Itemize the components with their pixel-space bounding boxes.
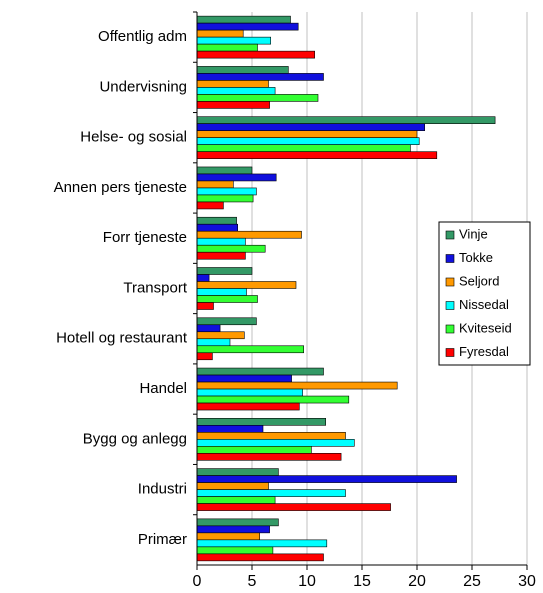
bar <box>196 374 292 383</box>
bar <box>196 446 312 454</box>
bar <box>196 539 328 548</box>
bar <box>196 101 270 109</box>
x-tick-label: 10 <box>298 573 316 590</box>
bar <box>196 237 246 246</box>
bar <box>196 532 261 541</box>
category-label: Offentlig adm <box>98 28 187 45</box>
bar <box>196 130 418 138</box>
bar <box>196 338 231 347</box>
bar <box>196 230 302 239</box>
bar <box>196 295 258 303</box>
bar <box>196 503 391 511</box>
bar <box>196 432 346 440</box>
x-tick-label: 20 <box>408 573 426 590</box>
bar <box>196 144 411 152</box>
bar <box>196 36 271 45</box>
bar <box>196 518 279 527</box>
legend-swatch <box>445 348 455 357</box>
category-label: Transport <box>123 279 187 296</box>
bar <box>196 425 264 433</box>
category-label: Hotell og restaurant <box>56 330 188 347</box>
bar <box>196 187 257 196</box>
legend-label: Vinje <box>459 226 488 241</box>
bar <box>196 402 300 411</box>
bar <box>196 525 270 534</box>
bar <box>196 267 253 275</box>
bar <box>196 251 246 260</box>
category-label: Forr tjeneste <box>103 229 187 246</box>
category-label: Industri <box>138 481 187 498</box>
bar <box>196 395 350 404</box>
bar <box>196 223 239 232</box>
bar <box>196 475 457 483</box>
x-tick-label: 5 <box>248 573 257 590</box>
bar <box>196 418 326 426</box>
category-label: Annen pers tjeneste <box>54 179 187 196</box>
category-label: Primær <box>138 531 187 548</box>
bar <box>196 22 299 31</box>
bar <box>196 73 324 81</box>
legend-label: Kviteseid <box>459 320 512 335</box>
bar <box>196 482 269 490</box>
legend-box <box>438 221 531 366</box>
bar <box>196 50 315 59</box>
bar <box>196 15 291 24</box>
bar <box>196 274 210 282</box>
bar <box>196 489 346 497</box>
bar <box>196 173 277 182</box>
bar <box>196 87 276 95</box>
bar <box>196 553 324 562</box>
category-label: Undervisning <box>99 78 187 95</box>
bar <box>196 137 420 145</box>
bar <box>196 201 224 210</box>
x-tick-label: 15 <box>353 573 371 590</box>
bar <box>196 453 342 461</box>
bar <box>196 216 237 225</box>
bar <box>196 166 253 175</box>
legend-swatch <box>445 230 455 240</box>
legend-swatch <box>445 254 455 263</box>
bar <box>196 317 257 326</box>
bar <box>196 288 247 296</box>
bar <box>196 180 234 189</box>
bar <box>196 244 266 253</box>
bar <box>196 352 213 361</box>
category-label: Handel <box>139 380 187 397</box>
bar <box>196 151 438 159</box>
bar <box>196 66 289 74</box>
bar <box>196 388 303 397</box>
bar <box>196 43 258 52</box>
bar <box>196 116 496 124</box>
x-tick-label: 0 <box>193 573 202 590</box>
bar <box>196 468 279 476</box>
bar <box>196 496 276 504</box>
bar <box>196 281 297 289</box>
legend-label: Tokke <box>459 250 493 265</box>
bar <box>196 80 269 88</box>
bar <box>196 302 214 310</box>
x-tick-label: 30 <box>518 573 536 590</box>
bar <box>196 194 254 203</box>
bar <box>196 367 324 376</box>
bar <box>196 29 244 38</box>
legend-swatch <box>445 324 455 334</box>
legend-label: Fyresdal <box>459 344 509 359</box>
bar <box>196 546 274 555</box>
bar <box>196 94 319 102</box>
bar <box>196 123 425 131</box>
legend-swatch <box>445 301 455 310</box>
bar <box>196 439 355 447</box>
bar <box>196 381 398 390</box>
bar <box>196 345 304 354</box>
x-tick-label: 25 <box>463 573 481 590</box>
legend-swatch <box>445 277 455 287</box>
category-label: Bygg og anlegg <box>83 430 187 447</box>
legend-label: Nissedal <box>459 297 509 312</box>
bar <box>196 331 245 340</box>
legend-label: Seljord <box>459 273 499 288</box>
category-label: Helse- og sosial <box>80 129 187 146</box>
bar <box>196 324 221 333</box>
